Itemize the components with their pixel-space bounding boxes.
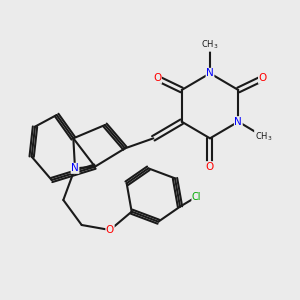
Text: N: N [71, 163, 79, 173]
Text: O: O [259, 73, 267, 83]
Text: Cl: Cl [192, 192, 201, 202]
Text: N: N [206, 68, 214, 78]
Text: N: N [235, 117, 242, 127]
Text: O: O [106, 225, 114, 235]
Text: CH$_3$: CH$_3$ [201, 39, 219, 51]
Text: O: O [206, 162, 214, 172]
Text: O: O [153, 73, 161, 83]
Text: CH$_3$: CH$_3$ [255, 130, 272, 143]
